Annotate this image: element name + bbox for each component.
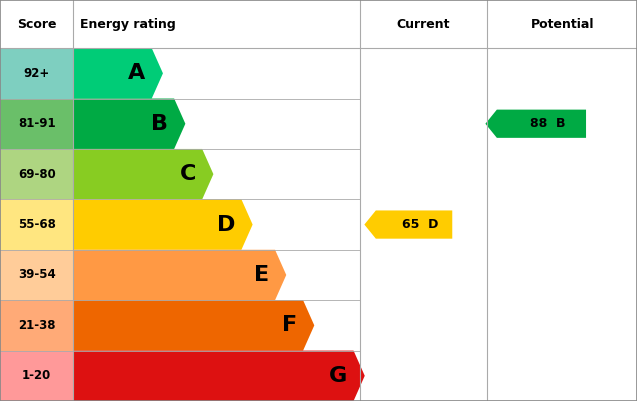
Polygon shape — [73, 48, 163, 99]
Polygon shape — [73, 350, 365, 401]
Text: E: E — [254, 265, 269, 285]
Text: 69-80: 69-80 — [18, 168, 55, 180]
Text: Score: Score — [17, 18, 57, 30]
Text: C: C — [180, 164, 196, 184]
Polygon shape — [485, 109, 586, 138]
Polygon shape — [73, 250, 286, 300]
Text: B: B — [151, 114, 168, 134]
Text: Current: Current — [397, 18, 450, 30]
Bar — [0, 250, 73, 300]
Text: 21-38: 21-38 — [18, 319, 55, 332]
Text: 1-20: 1-20 — [22, 369, 51, 382]
Bar — [0, 350, 73, 401]
Bar — [0, 48, 73, 99]
Text: 81-91: 81-91 — [18, 117, 55, 130]
Text: G: G — [329, 366, 347, 386]
Polygon shape — [73, 300, 314, 350]
Text: Potential: Potential — [531, 18, 594, 30]
Bar — [0, 300, 73, 350]
Polygon shape — [364, 211, 452, 239]
Polygon shape — [73, 149, 213, 199]
Text: 88  B: 88 B — [530, 117, 566, 130]
Text: A: A — [128, 63, 145, 83]
Text: F: F — [282, 315, 297, 335]
Text: 92+: 92+ — [24, 67, 50, 80]
Polygon shape — [73, 99, 185, 149]
Text: 55-68: 55-68 — [18, 218, 55, 231]
Bar — [0, 199, 73, 250]
Text: D: D — [217, 215, 235, 235]
Text: 65  D: 65 D — [402, 218, 439, 231]
Bar — [0, 99, 73, 149]
Text: Energy rating: Energy rating — [80, 18, 175, 30]
Bar — [0, 149, 73, 199]
Polygon shape — [73, 199, 253, 250]
Text: 39-54: 39-54 — [18, 269, 55, 282]
